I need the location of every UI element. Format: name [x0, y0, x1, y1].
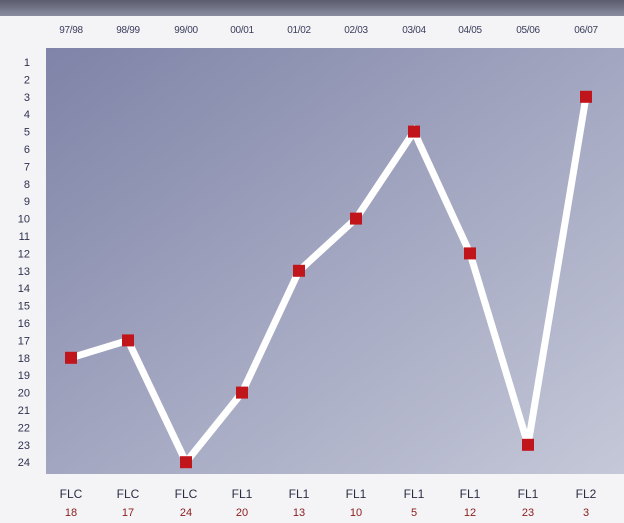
x-tick-label: 02/03	[344, 25, 368, 36]
x-tick-label: 98/99	[116, 25, 140, 36]
y-tick-label: 23	[18, 440, 30, 452]
league-label: FL1	[404, 487, 425, 501]
y-tick-label: 11	[19, 231, 30, 243]
x-tick-label: 00/01	[230, 25, 254, 36]
league-label: FLC	[60, 487, 83, 501]
y-tick-label: 6	[24, 144, 30, 156]
y-tick-label: 19	[18, 370, 30, 382]
x-tick-label: 04/05	[458, 25, 482, 36]
data-point-marker	[65, 351, 77, 364]
league-label: FLC	[117, 487, 140, 501]
position-label: 23	[522, 507, 534, 519]
y-tick-label: 14	[18, 283, 30, 295]
data-point-marker	[122, 334, 134, 347]
y-tick-label: 1	[24, 57, 30, 69]
data-point-marker	[464, 247, 476, 260]
data-point-marker	[522, 438, 534, 451]
x-tick-label: 97/98	[59, 25, 83, 36]
y-tick-label: 17	[18, 335, 30, 347]
data-point-marker	[293, 264, 305, 277]
position-labels: 18 17 24 20 13 10 5 12 23 3	[65, 507, 589, 519]
league-label: FL1	[460, 487, 481, 501]
position-label: 12	[464, 507, 476, 519]
position-label: 20	[236, 507, 248, 519]
y-tick-label: 21	[18, 405, 30, 417]
position-label: 17	[122, 507, 134, 519]
x-tick-label: 03/04	[402, 25, 426, 36]
data-markers	[65, 90, 592, 469]
y-tick-label: 24	[18, 457, 30, 469]
position-label: 10	[350, 507, 362, 519]
y-tick-label: 20	[18, 388, 30, 400]
y-tick-label: 9	[24, 196, 30, 208]
league-label: FL1	[346, 487, 367, 501]
x-tick-label: 06/07	[574, 25, 598, 36]
y-tick-label: 13	[18, 266, 30, 278]
data-point-marker	[180, 456, 192, 469]
y-tick-label: 4	[24, 109, 30, 121]
y-tick-label: 7	[24, 161, 30, 173]
y-tick-label: 5	[24, 127, 30, 139]
x-tick-label: 05/06	[516, 25, 540, 36]
data-point-marker	[580, 90, 592, 103]
position-label: 24	[180, 507, 192, 519]
y-tick-label: 2	[24, 74, 30, 86]
y-tick-label: 15	[18, 301, 30, 313]
position-label: 3	[583, 507, 589, 519]
league-label: FL1	[289, 487, 310, 501]
position-label: 5	[411, 507, 417, 519]
data-point-marker	[236, 386, 248, 399]
league-labels: FLC FLC FLC FL1 FL1 FL1 FL1 FL1 FL1 FL2	[60, 487, 597, 501]
series-line	[69, 96, 590, 469]
league-label: FL1	[518, 487, 539, 501]
y-tick-label: 10	[18, 214, 30, 226]
season-labels: 97/98 98/99 99/00 00/01 01/02 02/03 03/04 04/05…	[59, 25, 599, 36]
y-tick-label: 16	[18, 318, 30, 330]
top-band	[0, 0, 624, 16]
y-tick-label: 18	[18, 353, 30, 365]
plot-area	[46, 48, 624, 474]
x-tick-label: 01/02	[287, 25, 311, 36]
y-tick-label: 3	[24, 92, 30, 104]
x-tick-label: 99/00	[174, 25, 198, 36]
position-label: 18	[65, 507, 77, 519]
data-point-marker	[350, 212, 362, 225]
position-label: 13	[293, 507, 305, 519]
league-label: FL1	[232, 487, 253, 501]
data-point-marker	[408, 125, 420, 138]
y-tick-label: 8	[24, 179, 30, 191]
y-tick-label: 12	[18, 248, 30, 260]
league-label: FL2	[576, 487, 597, 501]
league-label: FLC	[175, 487, 198, 501]
y-tick-label: 22	[18, 422, 30, 434]
